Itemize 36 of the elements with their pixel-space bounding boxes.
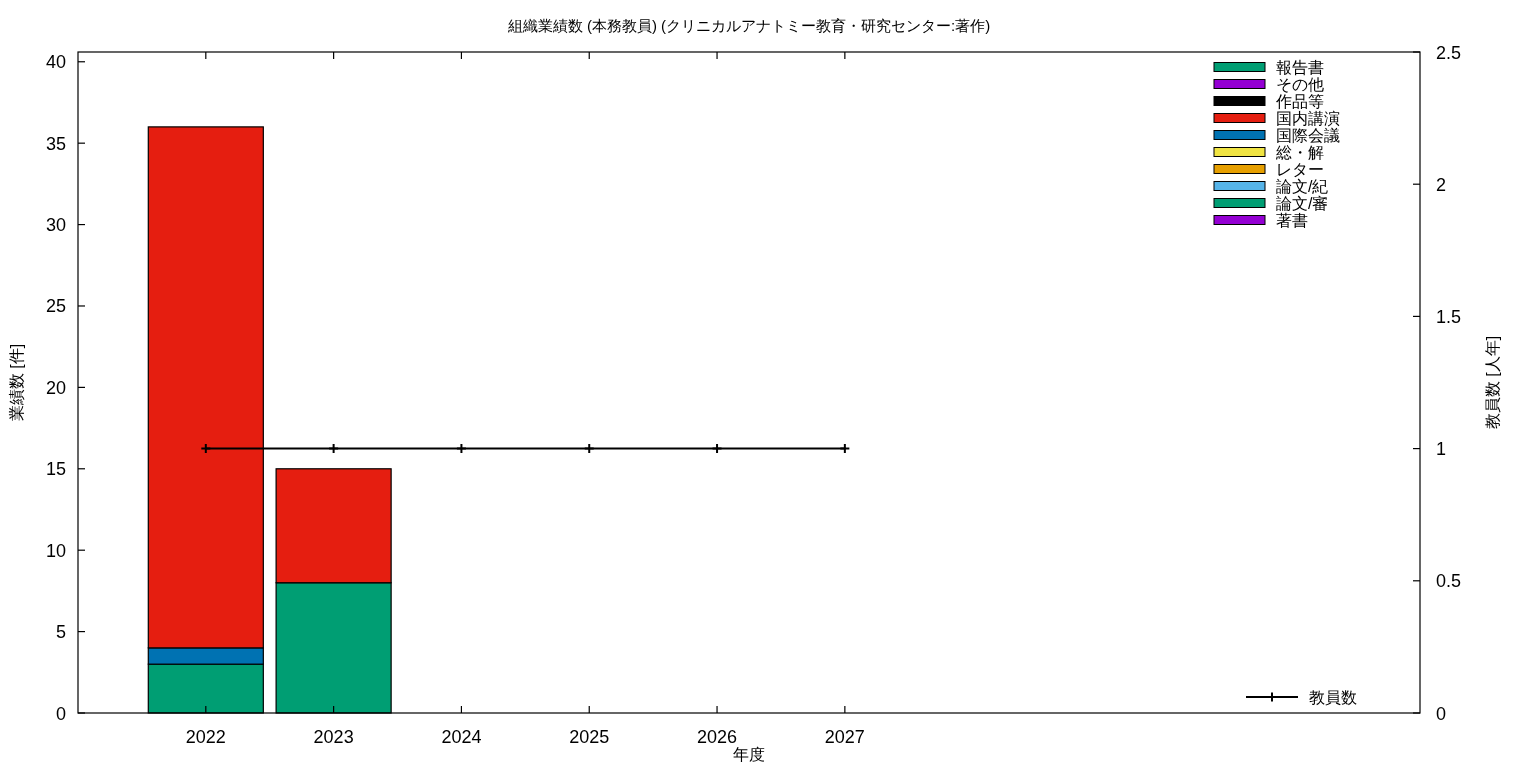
x-tick-label: 2025	[569, 727, 610, 747]
y-tick-label: 35	[45, 133, 66, 154]
y2-tick-label: 2	[1436, 174, 1447, 195]
legend-label: 国際会議	[1276, 127, 1340, 144]
legend-label: 作品等	[1275, 93, 1324, 110]
y2-tick-label: 1	[1436, 439, 1447, 460]
legend-label: 国内講演	[1276, 110, 1340, 127]
legend-label: 論文/紀	[1276, 178, 1329, 195]
x-tick-label: 2026	[697, 727, 738, 747]
x-tick-label: 2027	[824, 727, 865, 747]
legend-label: その他	[1276, 76, 1324, 93]
y-tick-label: 10	[45, 540, 66, 561]
y-tick-label: 0	[55, 703, 66, 724]
x-tick-label: 2022	[185, 727, 226, 747]
x-tick-label: 2023	[313, 727, 354, 747]
y2label: 教員数 [人年]	[1484, 335, 1501, 430]
y2-tick-label: 0	[1436, 703, 1447, 724]
x-tick-label: 2024	[441, 727, 482, 747]
y-tick-label: 20	[45, 377, 66, 398]
y-tick-label: 25	[45, 296, 66, 317]
xlabel: 年度	[733, 746, 765, 763]
y2-tick-label: 2.5	[1436, 42, 1462, 63]
y-tick-label: 5	[55, 622, 66, 643]
y2-tick-label: 0.5	[1436, 571, 1462, 592]
ylabel: 業績数 [件]	[8, 343, 25, 422]
y-tick-label: 15	[45, 459, 66, 480]
y-tick-label: 40	[45, 52, 66, 73]
legend-label: 総・解	[1275, 144, 1324, 161]
legend-label: レター	[1276, 161, 1324, 178]
legend-label: 教員数	[1309, 689, 1357, 706]
title: 組織業績数 (本務教員) (クリニカルアナトミー教育・研究センター:著作)	[507, 17, 991, 34]
legend-label: 論文/審	[1276, 195, 1329, 212]
y2-tick-label: 1.5	[1436, 306, 1462, 327]
y-tick-label: 30	[45, 215, 66, 236]
legend-label: 報告書	[1276, 59, 1324, 76]
legend-label: 著書	[1276, 212, 1308, 229]
